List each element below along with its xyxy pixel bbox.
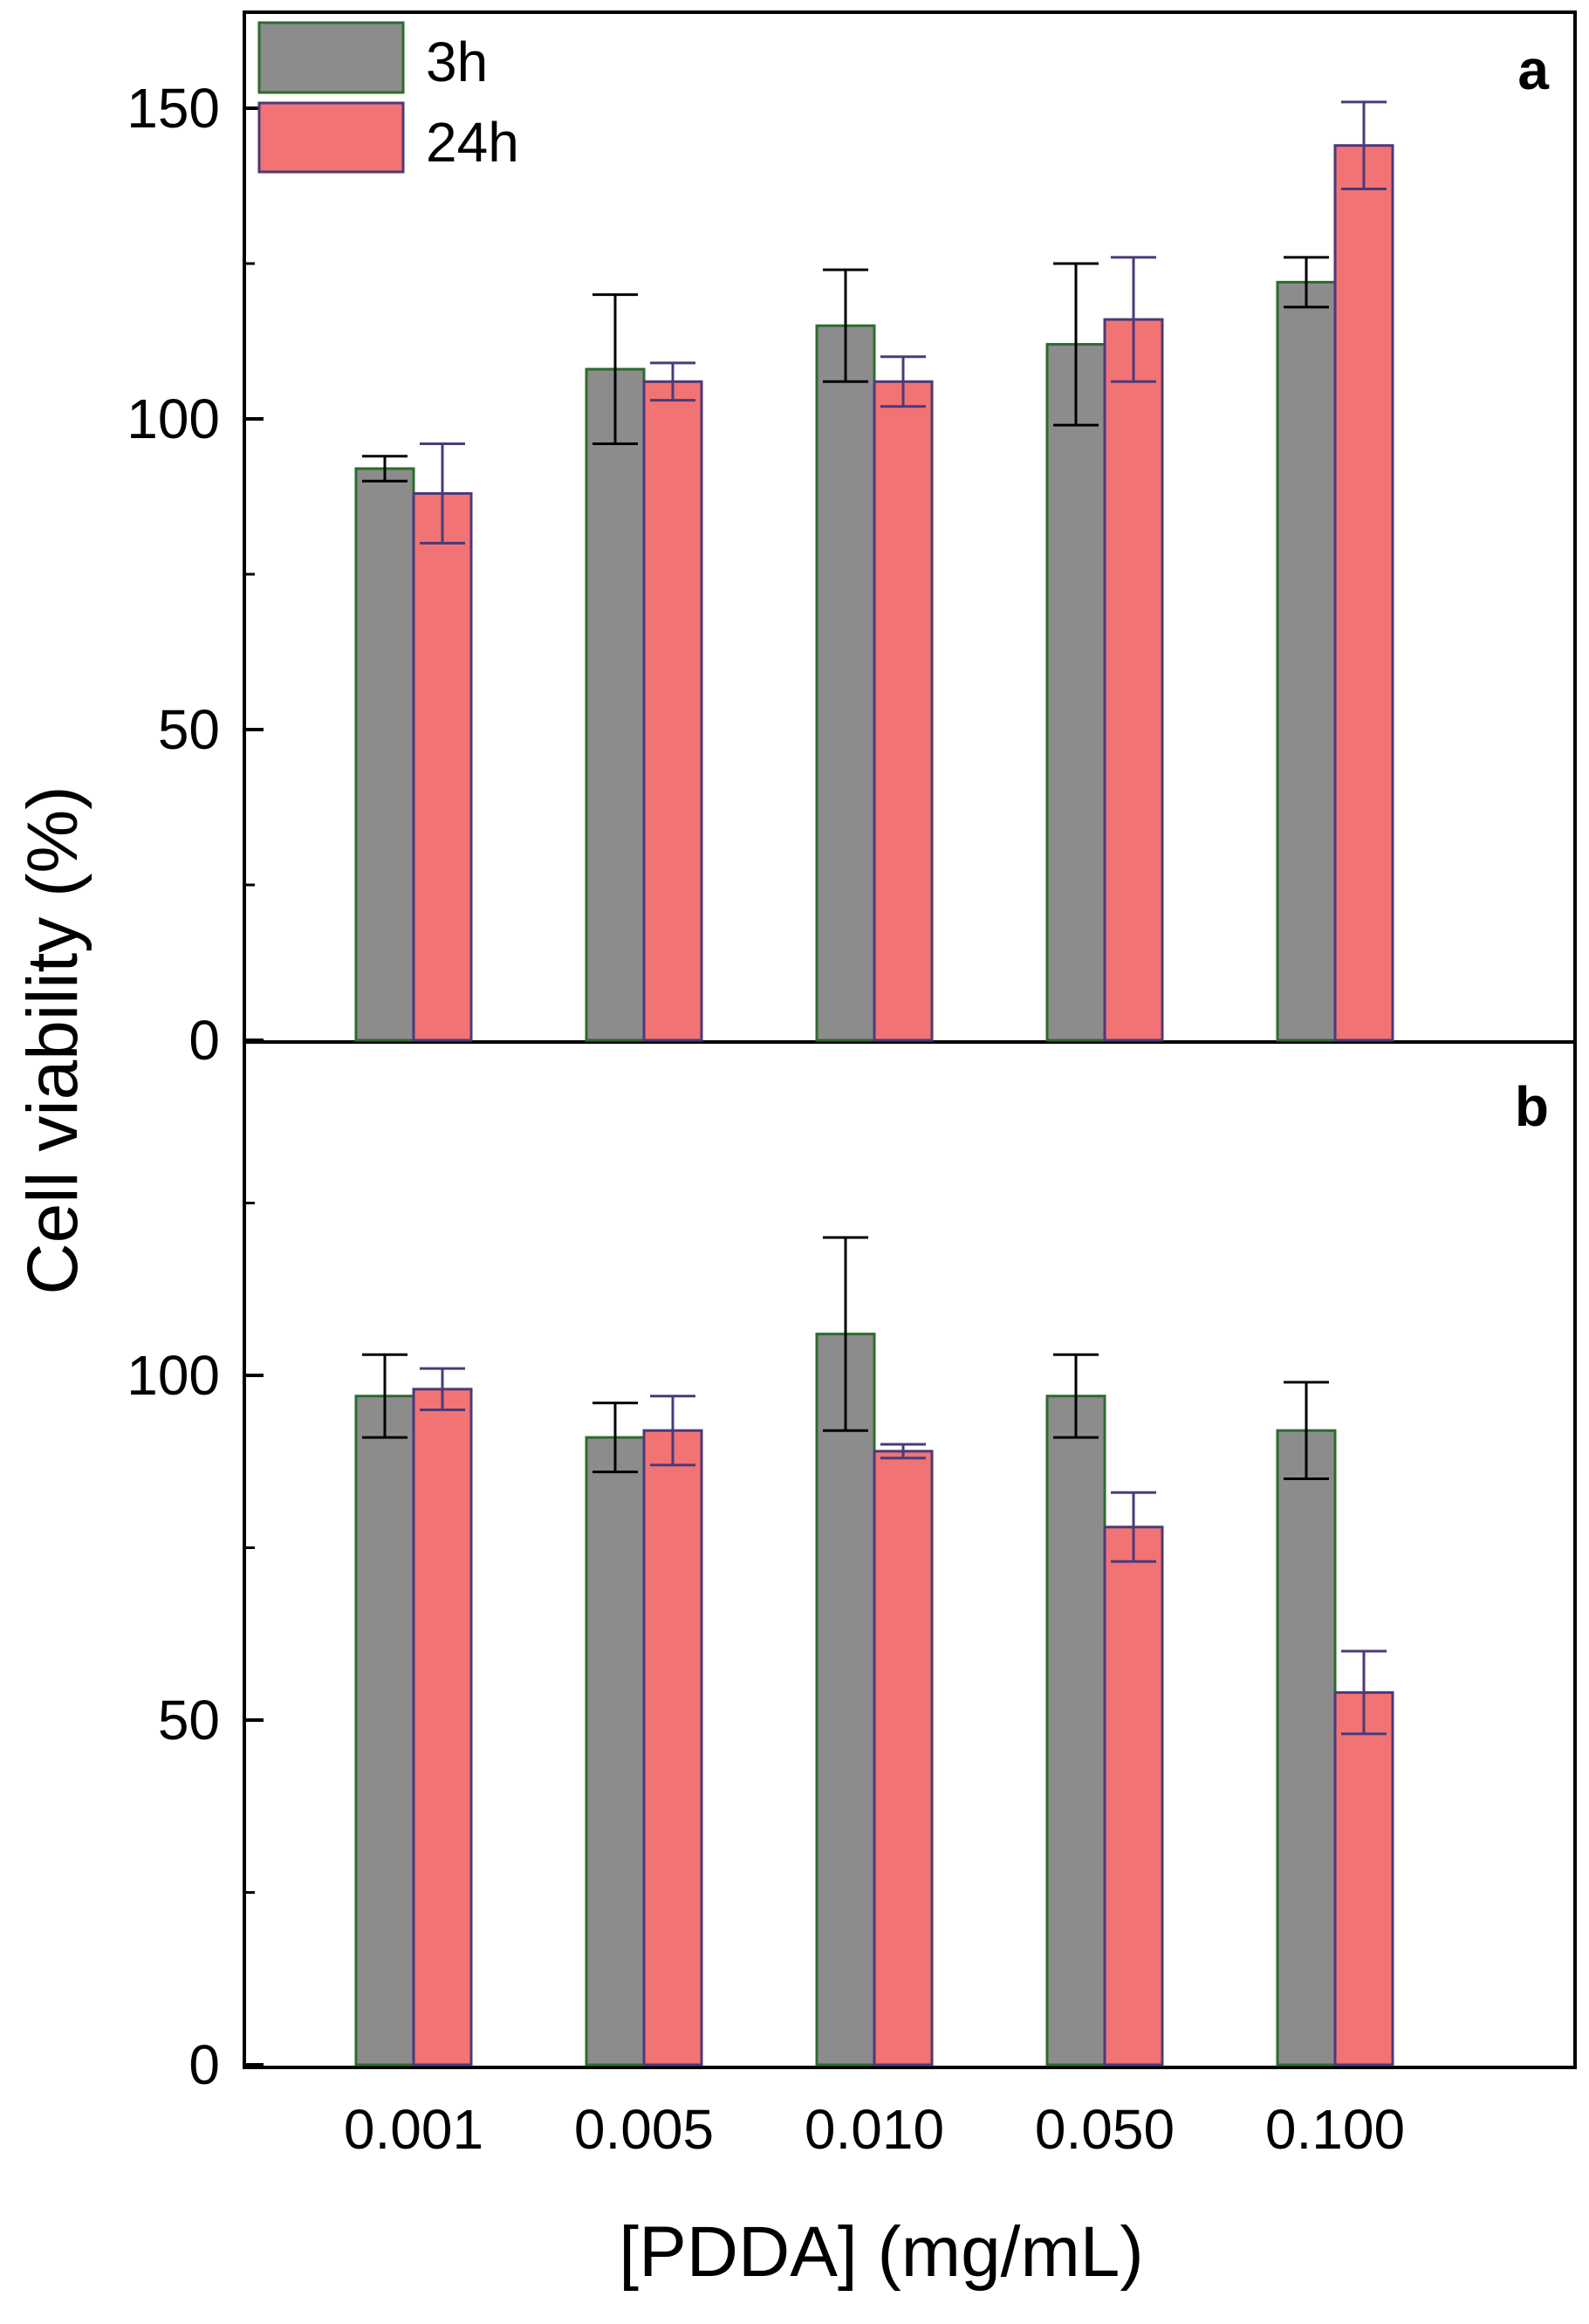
panel-a-bar-3h-0.010 bbox=[815, 324, 876, 1042]
legend-label-24h: 24h bbox=[426, 111, 519, 174]
panel-b-errorbar-3h-0.050 bbox=[1053, 1353, 1099, 1439]
panel-b-ytick-label: 50 bbox=[158, 1689, 220, 1752]
panel-a-errorbar-24h-0.001 bbox=[420, 442, 465, 545]
x-tick-label-0.005: 0.005 bbox=[574, 2098, 714, 2161]
panel-a-bar-3h-0.001 bbox=[354, 467, 415, 1042]
error-bars-layer bbox=[362, 100, 1387, 1736]
panel-a-bar-24h-0.005 bbox=[642, 380, 703, 1042]
panel-a-errorbar-3h-0.100 bbox=[1284, 256, 1329, 309]
panel-b-bar-24h-0.100 bbox=[1333, 1690, 1394, 2067]
panel-b-errorbar-3h-0.100 bbox=[1284, 1381, 1329, 1480]
panel-b-errorbar-24h-0.001 bbox=[420, 1367, 465, 1411]
panel-a-ytick-label: 150 bbox=[127, 77, 220, 140]
panel-b-bar-24h-0.005 bbox=[642, 1429, 703, 2067]
panel-b-errorbar-3h-0.005 bbox=[592, 1402, 638, 1474]
panel-a-errorbar-3h-0.050 bbox=[1053, 262, 1099, 427]
legend-swatch-24h bbox=[257, 101, 405, 174]
panel-b-frame bbox=[243, 1040, 1577, 2069]
panel-b-errorbar-24h-0.010 bbox=[880, 1443, 926, 1460]
panel-a-bar-3h-0.100 bbox=[1276, 280, 1337, 1042]
legend: 3h 24h bbox=[257, 21, 519, 174]
panel-a-bar-24h-0.010 bbox=[873, 380, 934, 1042]
panel-b-bar-3h-0.001 bbox=[354, 1395, 415, 2067]
panel-a-ytick-label: 50 bbox=[158, 698, 220, 761]
x-tick-label-0.010: 0.010 bbox=[805, 2098, 944, 2161]
panel-a-bar-3h-0.005 bbox=[585, 367, 646, 1042]
panel-b-errorbar-3h-0.010 bbox=[823, 1236, 868, 1432]
panel-a-errorbar-24h-0.010 bbox=[880, 355, 926, 408]
panel-b-errorbar-24h-0.050 bbox=[1111, 1491, 1156, 1563]
panel-a-errorbar-3h-0.010 bbox=[823, 268, 868, 383]
panel-a-bar-24h-0.100 bbox=[1333, 144, 1394, 1042]
panel-a-errorbar-3h-0.001 bbox=[362, 455, 408, 483]
panel-b-ytick-label: 0 bbox=[188, 2033, 220, 2096]
bars-layer bbox=[354, 144, 1394, 2067]
panel-b-bar-24h-0.050 bbox=[1103, 1525, 1164, 2067]
legend-label-3h: 3h bbox=[426, 31, 488, 93]
panel-b-bar-24h-0.010 bbox=[873, 1450, 934, 2067]
panel-b-bar-3h-0.010 bbox=[815, 1333, 876, 2067]
panel-a-ytick-label: 100 bbox=[127, 387, 220, 450]
x-tick-label-0.050: 0.050 bbox=[1035, 2098, 1175, 2161]
panel-a-letter: a bbox=[1517, 38, 1549, 101]
panel-b-errorbar-24h-0.005 bbox=[650, 1395, 695, 1467]
panel-b-bar-24h-0.001 bbox=[412, 1388, 473, 2067]
panel-a-errorbar-3h-0.005 bbox=[592, 293, 638, 445]
panel-a-bar-3h-0.050 bbox=[1045, 343, 1106, 1042]
ticks-layer: 0 50 100 150 0 50 100 0.001 0.005 0.010 0.050 0.100 bbox=[127, 77, 1405, 2161]
panel-a-bar-24h-0.050 bbox=[1103, 318, 1164, 1042]
panel-b-bar-3h-0.100 bbox=[1276, 1429, 1337, 2067]
panel-b-errorbar-24h-0.100 bbox=[1341, 1649, 1387, 1736]
x-tick-label-0.001: 0.001 bbox=[344, 2098, 483, 2161]
legend-swatch-3h bbox=[257, 21, 405, 94]
x-axis-title: [PDDA] (mg/mL) bbox=[619, 2212, 1143, 2292]
panel-a-errorbar-24h-0.005 bbox=[650, 361, 695, 402]
panel-a-bar-24h-0.001 bbox=[412, 491, 473, 1042]
panel-b-letter: b bbox=[1515, 1075, 1549, 1138]
panel-a-ytick-label: 0 bbox=[188, 1009, 220, 1072]
y-axis-title: Cell viability (%) bbox=[13, 785, 92, 1294]
panel-b-bar-3h-0.050 bbox=[1045, 1395, 1106, 2067]
panel-a-errorbar-24h-0.050 bbox=[1111, 256, 1156, 383]
panel-b-errorbar-3h-0.001 bbox=[362, 1353, 408, 1439]
panel-b-bar-3h-0.005 bbox=[585, 1436, 646, 2067]
x-tick-label-0.100: 0.100 bbox=[1265, 2098, 1405, 2161]
panel-a-errorbar-24h-0.100 bbox=[1341, 100, 1387, 191]
panel-b-ytick-label: 100 bbox=[127, 1344, 220, 1407]
